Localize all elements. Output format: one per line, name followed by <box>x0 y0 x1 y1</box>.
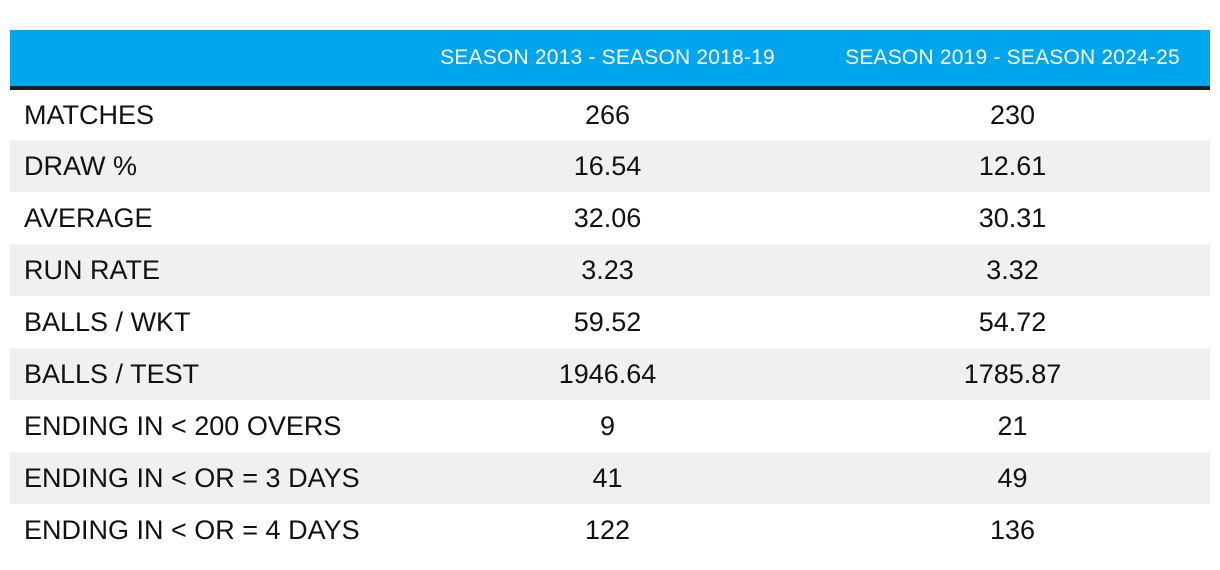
stats-table-container: SEASON 2013 - SEASON 2018-19 SEASON 2019… <box>10 30 1210 556</box>
cell-period-2: 49 <box>997 462 1028 493</box>
cell-period-1: 32.06 <box>573 202 642 233</box>
header-cell-blank <box>10 30 400 90</box>
table-header: SEASON 2013 - SEASON 2018-19 SEASON 2019… <box>10 30 1210 90</box>
table-row: MATCHES 266 230 <box>10 88 1210 140</box>
cell-period-1: 122 <box>584 514 631 545</box>
header-row: SEASON 2013 - SEASON 2018-19 SEASON 2019… <box>10 30 1210 90</box>
table-row: BALLS / WKT 59.52 54.72 <box>10 296 1210 348</box>
cell-period-2: 230 <box>989 99 1036 130</box>
cell-period-2: 3.32 <box>986 254 1039 285</box>
cell-period-2: 54.72 <box>978 306 1047 337</box>
table-row: ENDING IN < OR = 4 DAYS 122 136 <box>10 504 1210 556</box>
row-label: BALLS / TEST <box>24 358 200 389</box>
cell-period-1: 59.52 <box>573 306 642 337</box>
row-label: ENDING IN < 200 OVERS <box>24 410 342 441</box>
header-cell-period-1: SEASON 2013 - SEASON 2018-19 <box>400 30 815 90</box>
row-label: BALLS / WKT <box>24 306 191 337</box>
cell-period-2: 21 <box>997 410 1028 441</box>
row-label: ENDING IN < OR = 4 DAYS <box>24 514 360 545</box>
row-label: RUN RATE <box>24 254 161 285</box>
cell-period-1: 9 <box>599 410 616 441</box>
table-row: DRAW % 16.54 12.61 <box>10 140 1210 192</box>
row-label: DRAW % <box>24 150 137 181</box>
cell-period-1: 266 <box>584 99 631 130</box>
header-cell-period-2: SEASON 2019 - SEASON 2024-25 <box>815 30 1210 90</box>
cell-period-2: 12.61 <box>978 150 1047 181</box>
row-label: MATCHES <box>24 99 155 130</box>
cell-period-1: 16.54 <box>573 150 642 181</box>
table-row: ENDING IN < OR = 3 DAYS 41 49 <box>10 452 1210 504</box>
row-label: ENDING IN < OR = 3 DAYS <box>24 462 360 493</box>
table-row: RUN RATE 3.23 3.32 <box>10 244 1210 296</box>
stats-table: SEASON 2013 - SEASON 2018-19 SEASON 2019… <box>10 30 1210 556</box>
cell-period-2: 1785.87 <box>963 358 1062 389</box>
cell-period-1: 1946.64 <box>558 358 657 389</box>
table-row: ENDING IN < 200 OVERS 9 21 <box>10 400 1210 452</box>
table-row: AVERAGE 32.06 30.31 <box>10 192 1210 244</box>
cell-period-1: 3.23 <box>581 254 634 285</box>
cell-period-1: 41 <box>592 462 623 493</box>
cell-period-2: 136 <box>989 514 1036 545</box>
row-label: AVERAGE <box>24 202 153 233</box>
cell-period-2: 30.31 <box>978 202 1047 233</box>
table-body: MATCHES 266 230 DRAW % 16.54 12.61 AVERA… <box>10 88 1210 556</box>
table-row: BALLS / TEST 1946.64 1785.87 <box>10 348 1210 400</box>
